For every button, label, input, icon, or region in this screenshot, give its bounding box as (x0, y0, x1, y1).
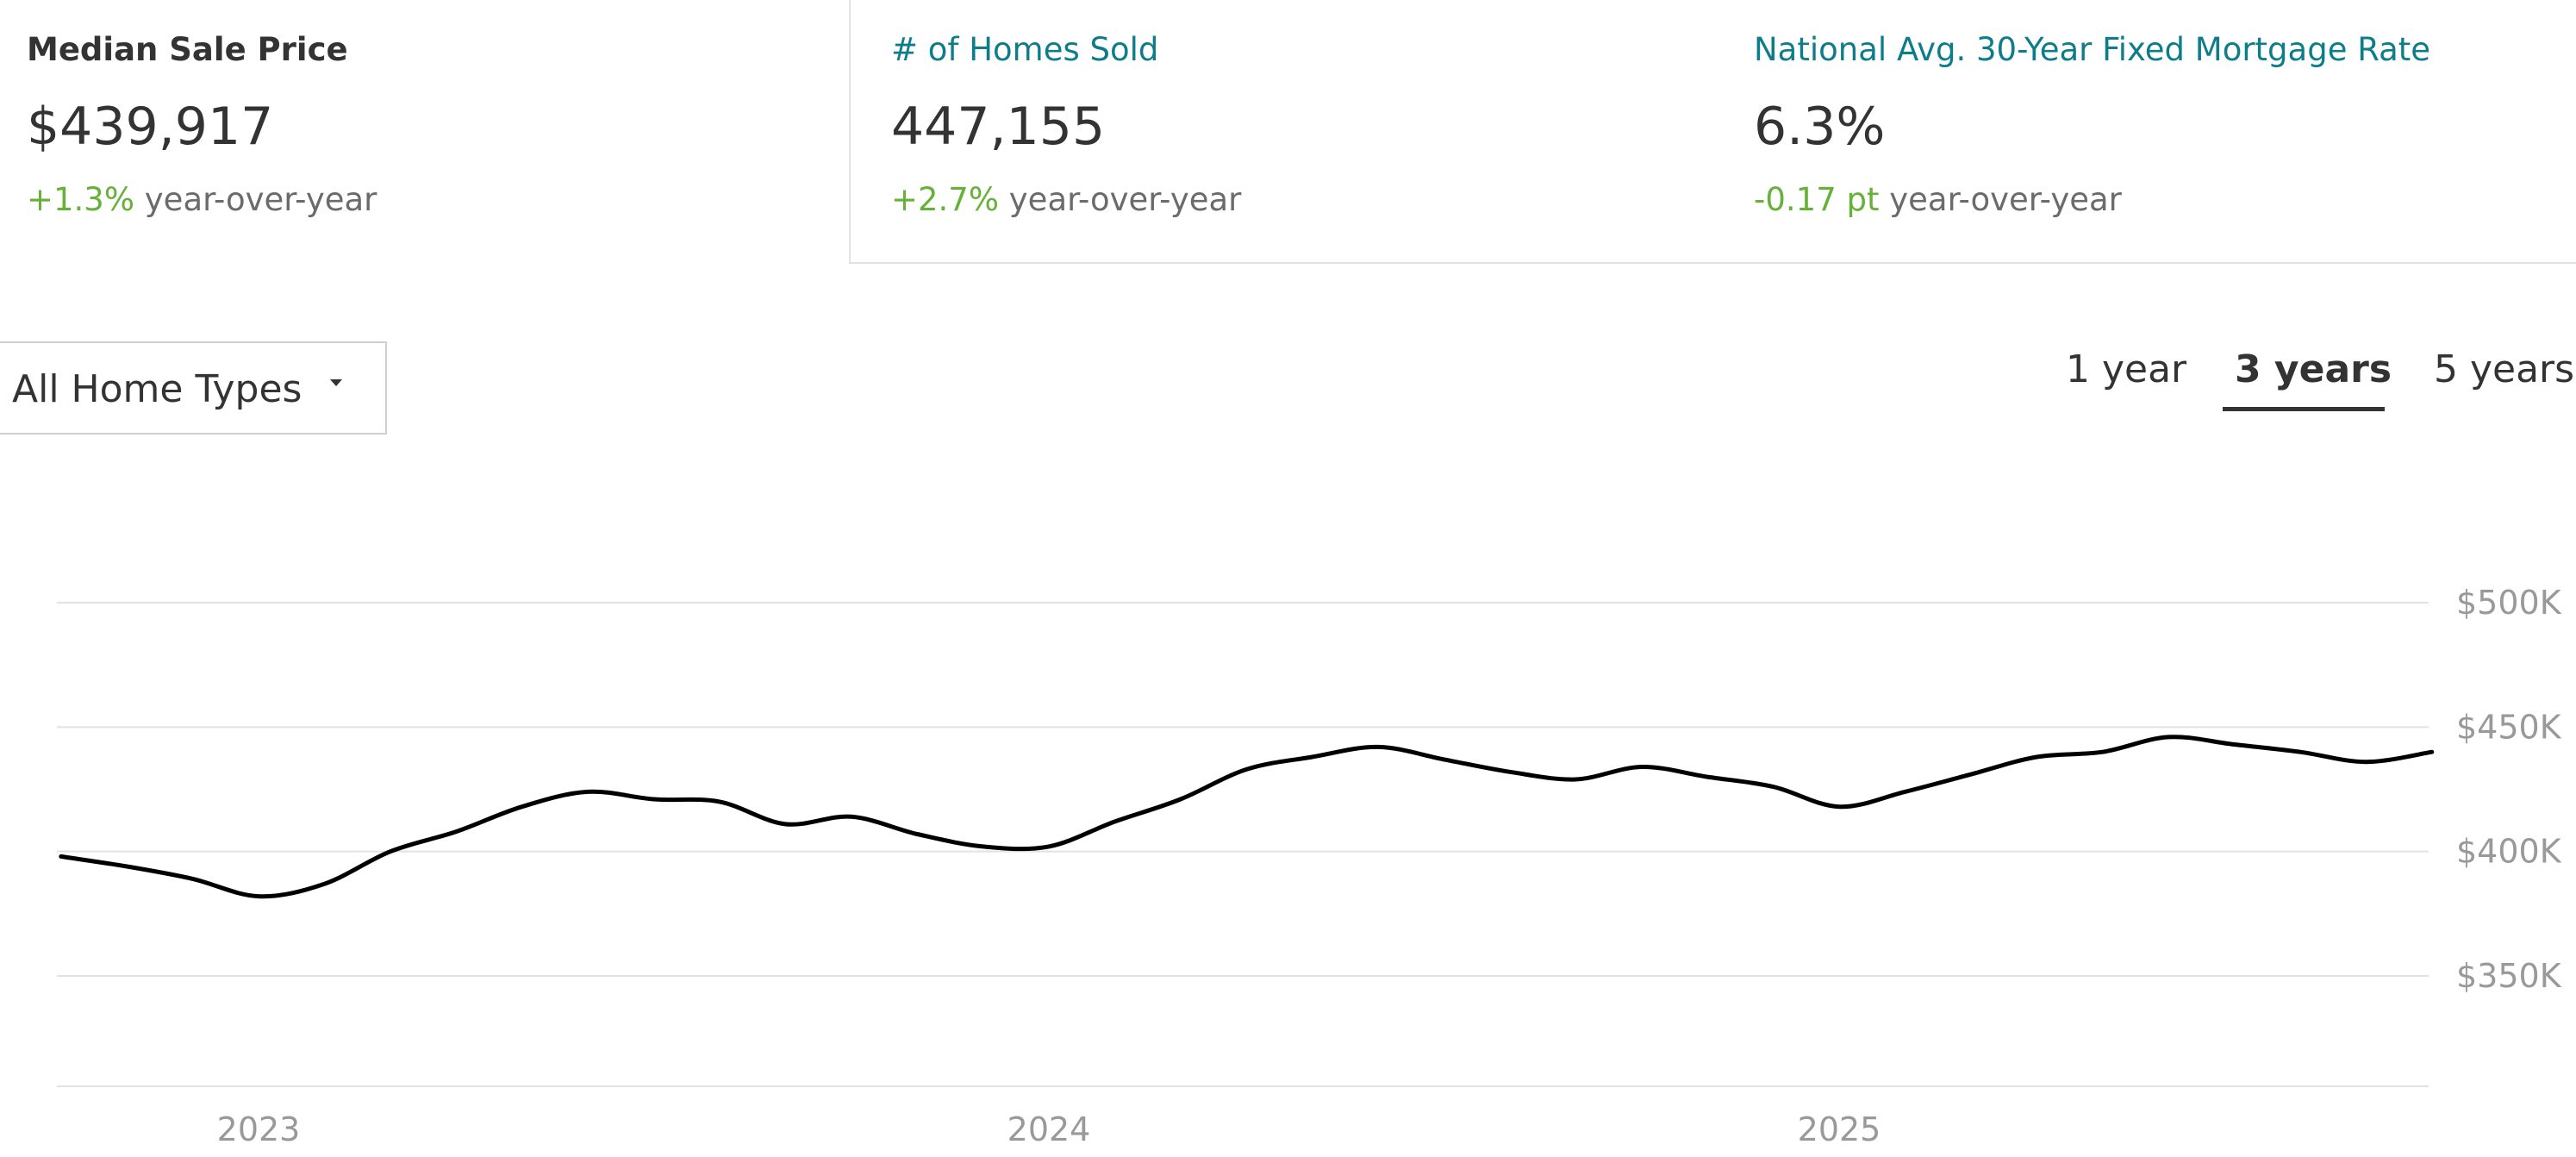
caret-down-icon (330, 379, 342, 386)
home-type-dropdown[interactable]: All Home Types (0, 341, 387, 435)
change-value: +1.3% (27, 181, 135, 218)
stat-value: 447,155 (891, 97, 1106, 157)
x-tick-label: 2024 (1007, 1110, 1091, 1148)
stat-label: Median Sale Price (27, 31, 348, 68)
tab-5-years[interactable]: 5 years (2434, 341, 2575, 411)
change-suffix: year-over-year (144, 181, 377, 218)
median-price-series-line (59, 735, 2435, 899)
stat-panel-secondary: # of Homes Sold 447,155 +2.7% year-over-… (849, 0, 2576, 264)
stat-value: 6.3% (1754, 97, 1886, 157)
y-tick-label: $350K (2456, 957, 2562, 995)
active-tab-indicator (2223, 407, 2385, 411)
change-value: -0.17 pt (1754, 181, 1880, 218)
stat-change: +2.7% year-over-year (891, 181, 1241, 218)
tab-label: 5 years (2434, 347, 2575, 391)
y-tick-label: $450K (2456, 708, 2562, 746)
tab-label: 1 year (2066, 347, 2187, 391)
change-value: +2.7% (891, 181, 1000, 218)
x-tick-label: 2023 (217, 1110, 301, 1148)
tab-label: 3 years (2235, 347, 2392, 391)
y-tick-label: $400K (2456, 833, 2562, 871)
median-sale-price-chart: $500K $450K $400K $350K 2023 2024 2025 (57, 584, 2562, 1148)
tab-3-years[interactable]: 3 years (2223, 341, 2392, 411)
stats-row: Median Sale Price $439,917 +1.3% year-ov… (0, 0, 2576, 264)
stat-change: -0.17 pt year-over-year (1754, 181, 2122, 218)
x-tick-label: 2025 (1798, 1110, 1881, 1148)
y-tick-label: $500K (2456, 584, 2562, 622)
stat-value: $439,917 (27, 97, 274, 157)
stat-mortgage-rate: National Avg. 30-Year Fixed Mortgage Rat… (1754, 0, 2564, 264)
dropdown-selected-value: All Home Types (12, 367, 303, 411)
stat-median-sale-price: Median Sale Price $439,917 +1.3% year-ov… (0, 0, 849, 264)
stat-change: +1.3% year-over-year (27, 181, 377, 218)
mortgage-rate-link[interactable]: National Avg. 30-Year Fixed Mortgage Rat… (1754, 31, 2431, 68)
tab-1-year[interactable]: 1 year (2066, 341, 2186, 411)
homes-sold-link[interactable]: # of Homes Sold (891, 31, 1159, 68)
change-suffix: year-over-year (1889, 181, 2122, 218)
change-suffix: year-over-year (1008, 181, 1242, 218)
